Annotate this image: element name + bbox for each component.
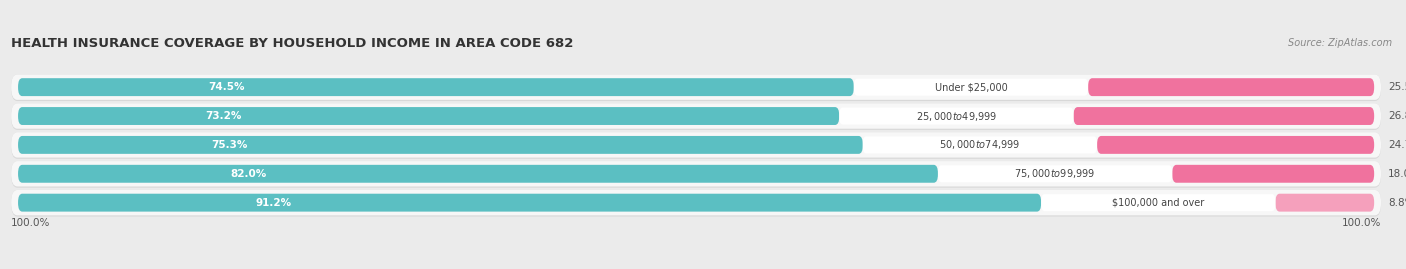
FancyBboxPatch shape (18, 107, 839, 125)
FancyBboxPatch shape (11, 75, 1381, 101)
Text: 25.5%: 25.5% (1388, 82, 1406, 92)
Text: 8.8%: 8.8% (1388, 198, 1406, 208)
FancyBboxPatch shape (11, 132, 1381, 159)
FancyBboxPatch shape (11, 161, 1381, 188)
Text: 73.2%: 73.2% (205, 111, 242, 121)
Text: 100.0%: 100.0% (1341, 218, 1381, 228)
Text: $100,000 and over: $100,000 and over (1112, 198, 1205, 208)
Text: 24.7%: 24.7% (1388, 140, 1406, 150)
Text: 74.5%: 74.5% (208, 82, 245, 92)
Text: 18.0%: 18.0% (1388, 169, 1406, 179)
FancyBboxPatch shape (1275, 194, 1374, 212)
FancyBboxPatch shape (1088, 78, 1374, 96)
FancyBboxPatch shape (18, 165, 938, 183)
FancyBboxPatch shape (11, 190, 1381, 217)
Text: Under $25,000: Under $25,000 (935, 82, 1007, 92)
Text: 75.3%: 75.3% (211, 140, 247, 150)
FancyBboxPatch shape (853, 79, 1088, 96)
FancyBboxPatch shape (11, 161, 1381, 186)
FancyBboxPatch shape (11, 190, 1381, 215)
FancyBboxPatch shape (938, 165, 1173, 182)
FancyBboxPatch shape (1097, 136, 1374, 154)
FancyBboxPatch shape (11, 75, 1381, 100)
FancyBboxPatch shape (18, 136, 863, 154)
FancyBboxPatch shape (11, 103, 1381, 129)
FancyBboxPatch shape (18, 78, 853, 96)
Text: HEALTH INSURANCE COVERAGE BY HOUSEHOLD INCOME IN AREA CODE 682: HEALTH INSURANCE COVERAGE BY HOUSEHOLD I… (11, 37, 574, 50)
Text: $25,000 to $49,999: $25,000 to $49,999 (915, 109, 997, 122)
Text: 91.2%: 91.2% (256, 198, 292, 208)
FancyBboxPatch shape (1074, 107, 1374, 125)
Text: Source: ZipAtlas.com: Source: ZipAtlas.com (1288, 38, 1392, 48)
Text: 26.8%: 26.8% (1388, 111, 1406, 121)
FancyBboxPatch shape (1042, 194, 1275, 211)
FancyBboxPatch shape (839, 108, 1074, 125)
Text: 82.0%: 82.0% (231, 169, 266, 179)
Text: $75,000 to $99,999: $75,000 to $99,999 (1015, 167, 1095, 180)
FancyBboxPatch shape (18, 194, 1042, 212)
FancyBboxPatch shape (1173, 165, 1374, 183)
FancyBboxPatch shape (863, 136, 1097, 153)
FancyBboxPatch shape (11, 132, 1381, 158)
FancyBboxPatch shape (11, 103, 1381, 130)
Text: $50,000 to $74,999: $50,000 to $74,999 (939, 139, 1021, 151)
Text: 100.0%: 100.0% (11, 218, 51, 228)
